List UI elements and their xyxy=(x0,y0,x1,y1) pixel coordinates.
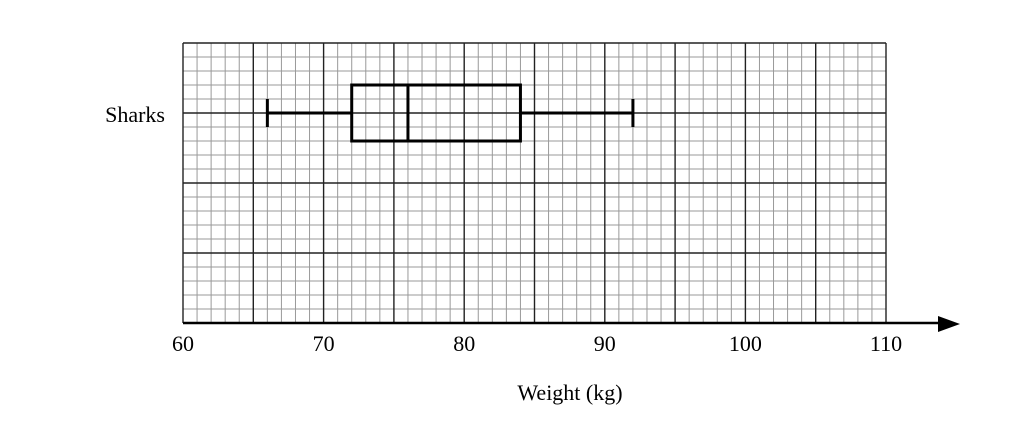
x-axis-title: Weight (kg) xyxy=(517,380,622,405)
x-axis xyxy=(183,316,960,332)
x-tick-labels: 60 70 80 90 100 110 xyxy=(172,331,902,356)
svg-text:70: 70 xyxy=(313,331,335,356)
svg-text:110: 110 xyxy=(870,331,902,356)
svg-text:80: 80 xyxy=(453,331,475,356)
svg-text:90: 90 xyxy=(594,331,616,356)
box-plot-sharks xyxy=(265,83,635,143)
svg-text:60: 60 xyxy=(172,331,194,356)
svg-text:100: 100 xyxy=(729,331,762,356)
series-label-sharks: Sharks xyxy=(105,102,165,127)
